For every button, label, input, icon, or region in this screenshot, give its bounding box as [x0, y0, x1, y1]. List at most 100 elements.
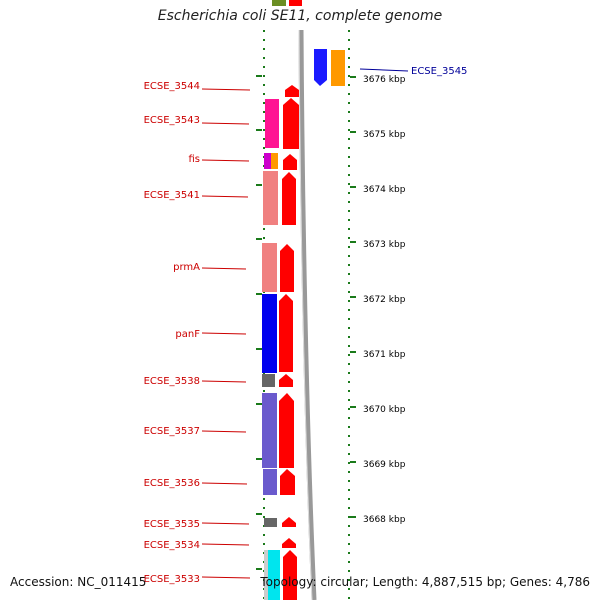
cog-box-ECSE_3535[interactable]: [264, 518, 277, 527]
right-tick-dot: [348, 84, 350, 86]
gene-leader-line: [201, 543, 250, 546]
partial-cog-top: [272, 0, 286, 6]
gene-label[interactable]: ECSE_3543: [144, 115, 200, 126]
cds-arrow-ECSE_3537[interactable]: [279, 393, 294, 468]
gene-label[interactable]: ECSE_3534: [144, 540, 200, 551]
left-major-tick: [256, 129, 262, 131]
cds-arrow-ECSE_3543[interactable]: [283, 98, 299, 149]
right-tick-dot: [348, 435, 350, 437]
gene-label[interactable]: ECSE_3533: [144, 574, 200, 585]
right-tick-dot: [348, 264, 350, 266]
cds-arrow-prmA[interactable]: [280, 244, 294, 292]
left-tick-dot: [263, 93, 265, 95]
cds-arrow-ECSE_3545[interactable]: [314, 49, 327, 86]
scale-tick-label: 3670 kbp: [363, 405, 406, 415]
cds-arrow-ECSE_3536[interactable]: [280, 469, 295, 495]
gene-leader-line: [201, 576, 251, 579]
gene-label[interactable]: ECSE_3536: [144, 478, 200, 489]
cog-box-ECSE_3538[interactable]: [262, 374, 275, 387]
gene-label[interactable]: ECSE_3535: [144, 519, 200, 530]
right-tick-dot: [348, 390, 350, 392]
gene-leader-line: [359, 68, 409, 72]
scale-tick-label: 3676 kbp: [363, 75, 406, 85]
cog-box-ECSE_3536[interactable]: [263, 469, 277, 495]
cds-arrow-ECSE_3533[interactable]: [283, 550, 297, 600]
gene-leader-line: [201, 122, 250, 125]
left-tick-dot: [263, 102, 265, 104]
cog-box-ECSE_3541[interactable]: [263, 171, 278, 225]
cds-arrow-ECSE_3534[interactable]: [282, 538, 296, 548]
gene-leader-line: [201, 159, 250, 162]
cog-box-panF[interactable]: [262, 294, 277, 373]
right-tick-dot: [348, 444, 350, 446]
cds-arrow-ECSE_3538[interactable]: [279, 374, 293, 387]
gene-leader-line: [201, 522, 250, 525]
right-tick-dot: [348, 354, 350, 356]
gene-label[interactable]: ECSE_3545: [411, 66, 467, 77]
right-tick-dot: [348, 426, 350, 428]
left-major-tick: [256, 238, 262, 240]
gene-leader-line: [201, 430, 247, 433]
cog-box-prmA[interactable]: [262, 243, 277, 292]
gene-label[interactable]: ECSE_3538: [144, 376, 200, 387]
cds-arrow-fis[interactable]: [283, 154, 297, 170]
left-major-tick: [256, 513, 262, 515]
right-tick-track: [348, 30, 350, 599]
right-tick-dot: [348, 129, 350, 131]
cog-box-fis-a[interactable]: [264, 153, 271, 169]
right-tick-dot: [348, 570, 350, 572]
gene-label[interactable]: panF: [175, 329, 200, 340]
cog-box-ECSE_3543[interactable]: [265, 99, 279, 148]
left-tick-dot: [263, 390, 265, 392]
gene-label[interactable]: ECSE_3537: [144, 426, 200, 437]
right-tick-dot: [348, 525, 350, 527]
cog-box-fis-b[interactable]: [271, 153, 278, 169]
gene-label[interactable]: prmA: [173, 262, 200, 273]
left-major-tick: [256, 75, 262, 77]
left-tick-dot: [263, 543, 265, 545]
cog-box-ECSE_3537[interactable]: [262, 393, 277, 468]
left-tick-dot: [263, 147, 265, 149]
right-tick-dot: [348, 372, 350, 374]
right-tick-dot: [348, 282, 350, 284]
cds-arrow-ECSE_3541[interactable]: [282, 172, 296, 225]
right-tick-dot: [348, 309, 350, 311]
left-tick-dot: [263, 111, 265, 113]
partial-cds-top: [289, 0, 302, 6]
scale-label-group: 3676 kbp 3675 kbp 3674 kbp 3673 kbp 3672 kbp…: [350, 75, 406, 525]
right-tick-dot: [348, 48, 350, 50]
right-major-tick: [350, 296, 356, 298]
right-major-tick: [350, 461, 356, 463]
right-major-tick: [350, 76, 356, 78]
right-tick-dot: [348, 498, 350, 500]
right-tick-dot: [348, 327, 350, 329]
cds-arrow-ECSE_3544[interactable]: [285, 85, 299, 97]
right-tick-dot: [348, 255, 350, 257]
topology-label: Topology: circular; Length: 4,887,515 bp…: [260, 575, 590, 589]
gene-label[interactable]: ECSE_3541: [144, 190, 200, 201]
right-tick-dot: [348, 30, 350, 32]
scale-tick-label: 3675 kbp: [363, 130, 406, 140]
right-tick-dot: [348, 138, 350, 140]
gene-leader-line: [201, 332, 247, 335]
left-tick-dot: [263, 66, 265, 68]
gene-label[interactable]: ECSE_3544: [144, 81, 200, 92]
scale-tick-label: 3671 kbp: [363, 350, 406, 360]
cog-box-ECSE_3533-b[interactable]: [268, 550, 280, 600]
cds-arrow-panF[interactable]: [279, 294, 293, 372]
cog-box-ECSE_3533-a[interactable]: [264, 550, 268, 600]
right-tick-dot: [348, 336, 350, 338]
left-tick-dot: [263, 516, 265, 518]
page-title: Escherichia coli SE11, complete genome: [157, 8, 443, 24]
right-tick-dot: [348, 363, 350, 365]
left-major-tick: [256, 348, 262, 350]
gene-leader-line: [201, 380, 247, 383]
right-major-tick: [350, 241, 356, 243]
right-tick-dot: [348, 192, 350, 194]
gene-label[interactable]: fis: [188, 154, 200, 165]
left-tick-dot: [263, 534, 265, 536]
cds-arrow-ECSE_3535[interactable]: [282, 517, 296, 527]
cog-box-ECSE_3545[interactable]: [331, 50, 345, 86]
left-tick-dot: [263, 138, 265, 140]
